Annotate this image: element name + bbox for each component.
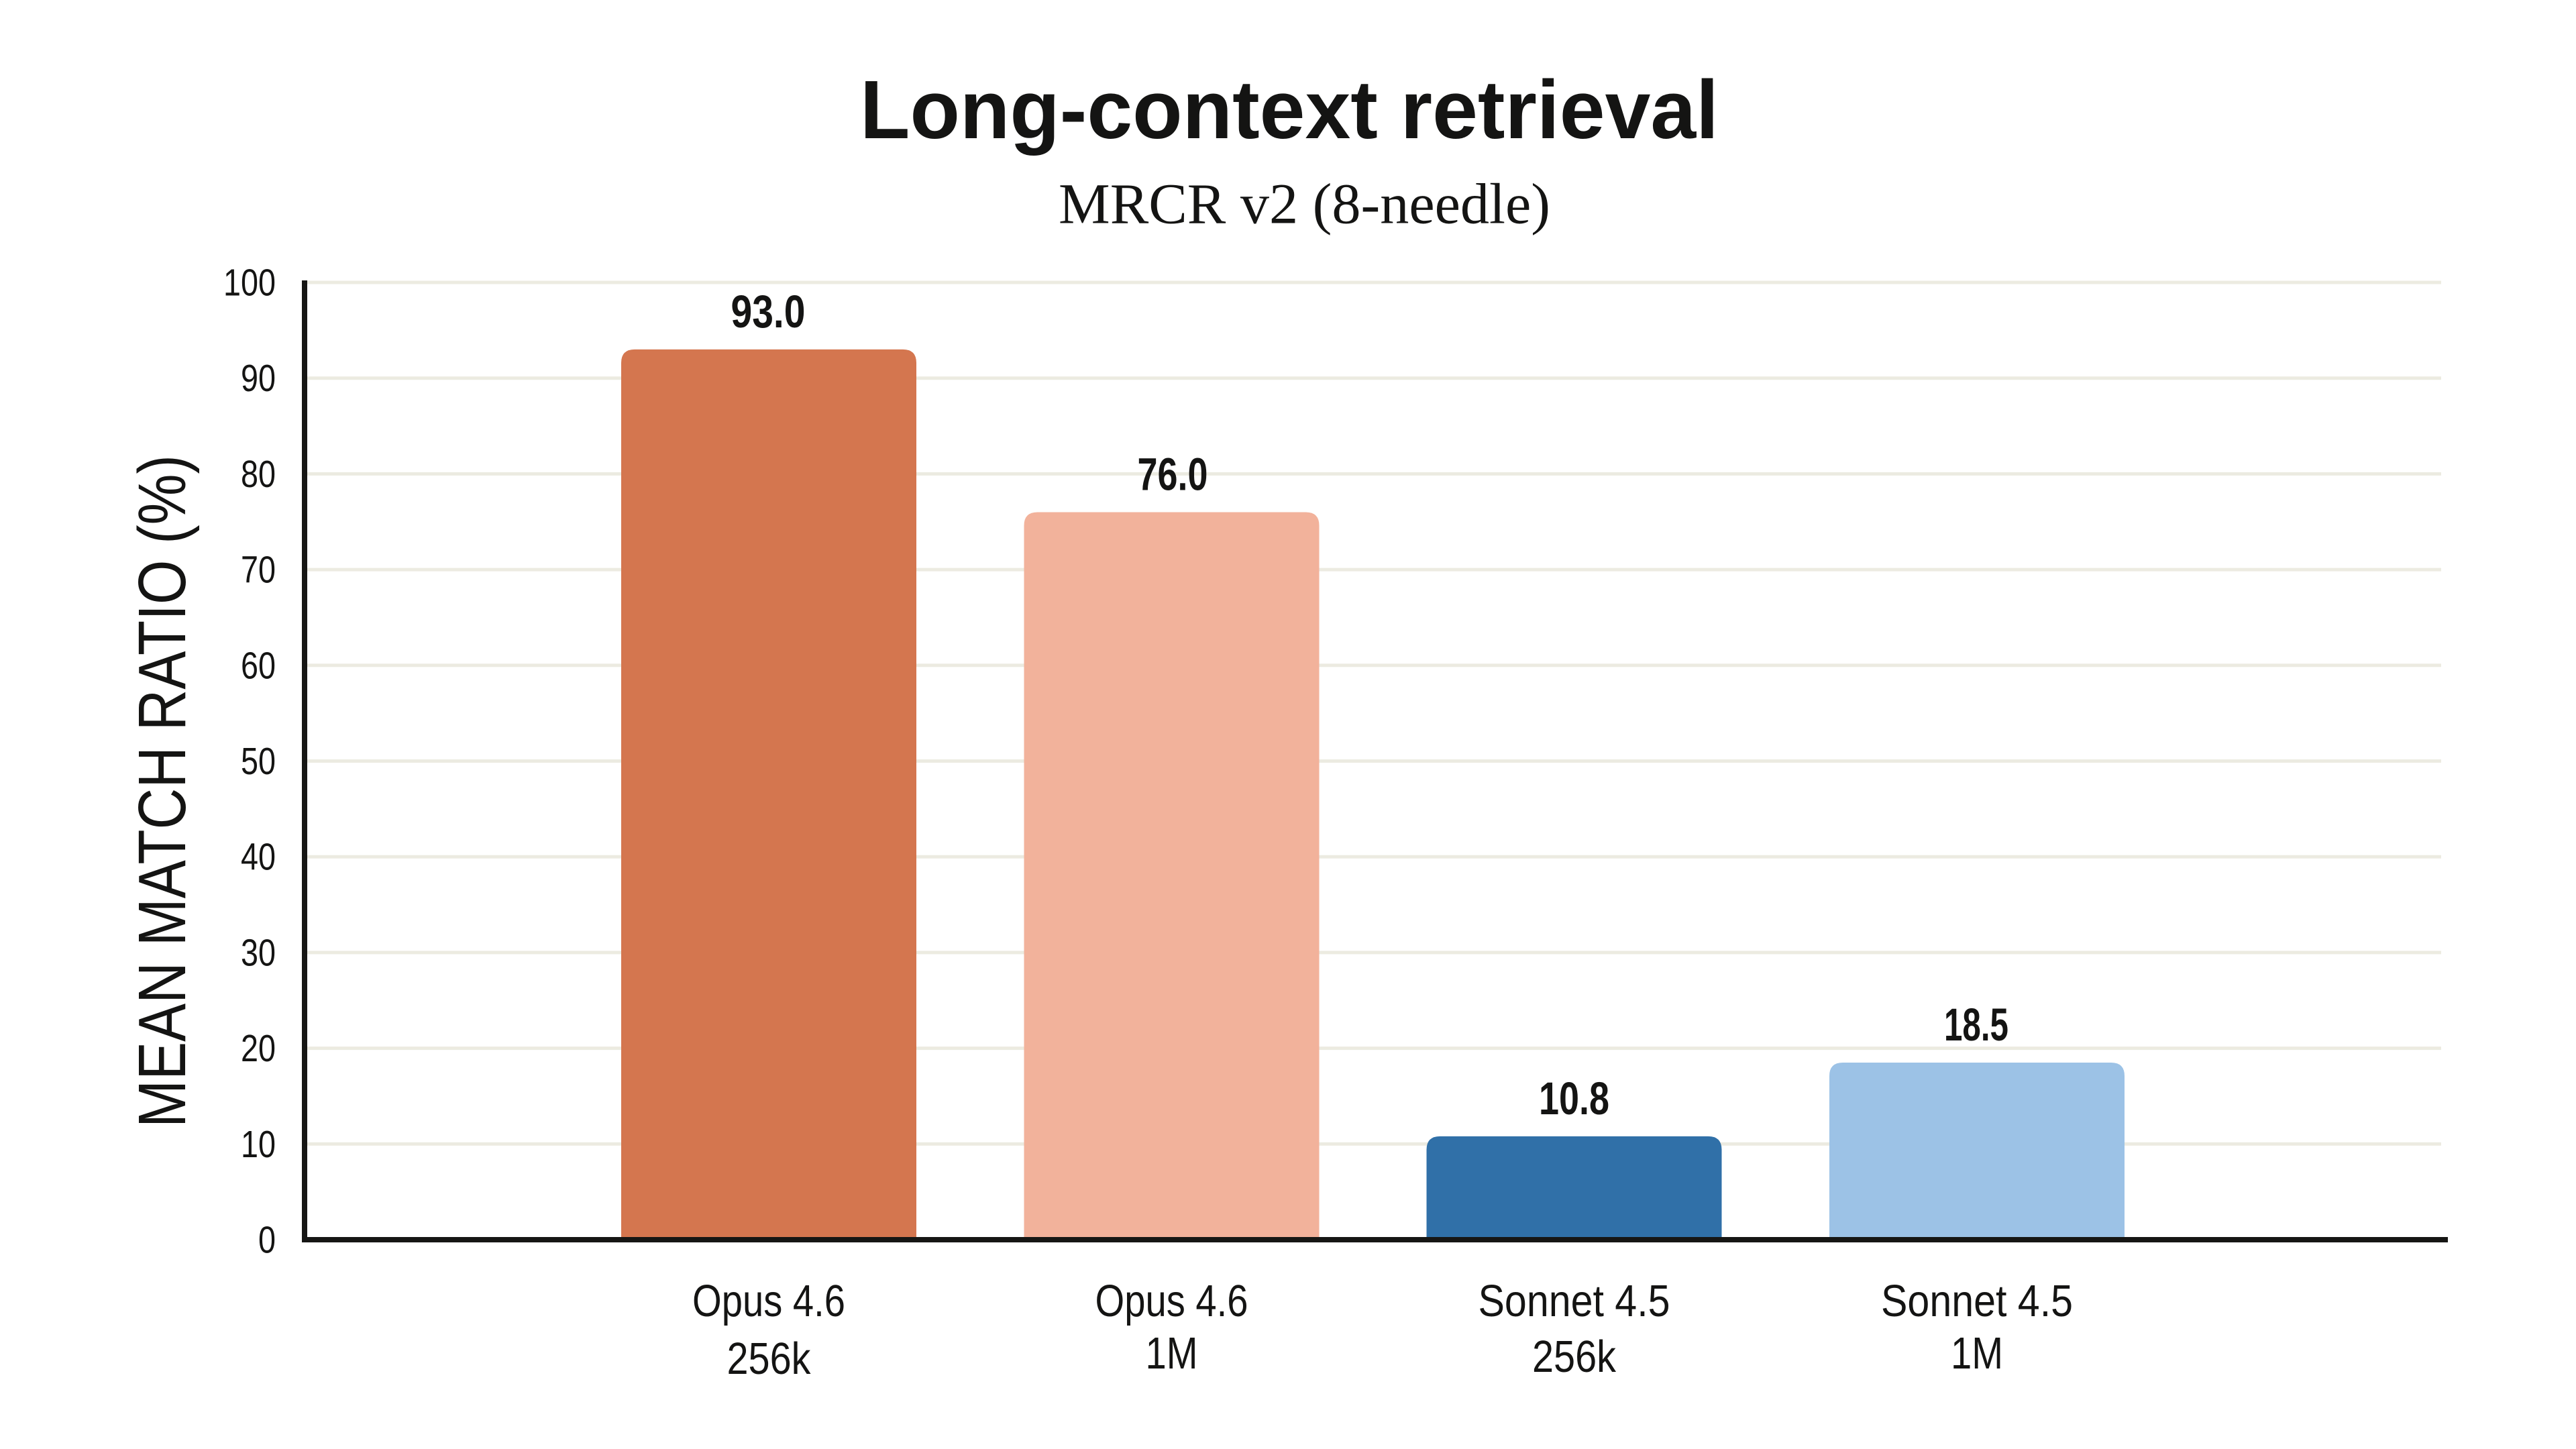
svg-text:Opus 4.6: Opus 4.6 xyxy=(1095,1276,1248,1326)
svg-text:100: 100 xyxy=(223,262,276,305)
svg-text:70: 70 xyxy=(241,549,276,592)
svg-text:50: 50 xyxy=(241,740,276,783)
svg-text:MRCR v2 (8-needle): MRCR v2 (8-needle) xyxy=(1059,173,1550,236)
svg-text:1M: 1M xyxy=(1146,1328,1198,1379)
svg-text:90: 90 xyxy=(241,357,276,400)
svg-text:40: 40 xyxy=(241,836,276,879)
svg-text:0: 0 xyxy=(258,1219,276,1262)
svg-text:18.5: 18.5 xyxy=(1944,1000,2008,1051)
svg-text:Sonnet 4.5: Sonnet 4.5 xyxy=(1881,1276,2073,1326)
svg-text:20: 20 xyxy=(241,1027,276,1070)
svg-text:76.0: 76.0 xyxy=(1138,449,1208,500)
svg-text:10.8: 10.8 xyxy=(1539,1073,1609,1124)
svg-text:256k: 256k xyxy=(1532,1332,1616,1382)
svg-text:Long-context retrieval: Long-context retrieval xyxy=(860,64,1719,156)
svg-text:1M: 1M xyxy=(1951,1328,2003,1379)
svg-text:MEAN MATCH RATIO (%): MEAN MATCH RATIO (%) xyxy=(125,455,200,1128)
svg-text:93.0: 93.0 xyxy=(731,286,806,337)
svg-text:30: 30 xyxy=(241,931,276,974)
svg-text:256k: 256k xyxy=(727,1334,811,1384)
svg-text:Sonnet 4.5: Sonnet 4.5 xyxy=(1479,1276,1670,1326)
svg-text:60: 60 xyxy=(241,644,276,687)
svg-text:10: 10 xyxy=(241,1123,276,1166)
svg-text:80: 80 xyxy=(241,453,276,496)
svg-text:Opus 4.6: Opus 4.6 xyxy=(692,1276,845,1326)
